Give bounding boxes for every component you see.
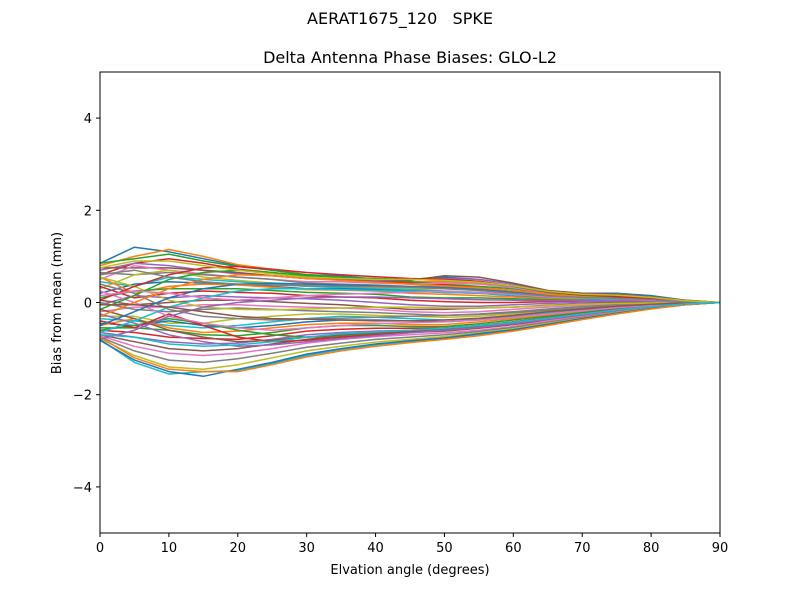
series-line (99, 299, 720, 311)
y-tick-label: 0 (84, 297, 92, 312)
y-tick-label: 2 (84, 204, 92, 219)
x-tick-label: 50 (436, 541, 453, 556)
x-tick-label: 20 (230, 541, 247, 556)
series-line (99, 301, 721, 378)
x-tick-label: 60 (505, 541, 522, 556)
series-line (100, 301, 721, 322)
y-tick-label: −2 (73, 389, 92, 404)
x-tick-label: 40 (367, 541, 384, 556)
x-tick-label: 70 (574, 541, 591, 556)
figure-suptitle: AERAT1675_120 SPKE (307, 9, 493, 28)
series-line (99, 301, 721, 317)
y-tick-label: −4 (73, 481, 92, 496)
x-tick-label: 90 (712, 541, 729, 556)
data-series-group (99, 246, 721, 378)
series-line (100, 267, 721, 304)
series-line (99, 269, 721, 304)
x-tick-label: 0 (96, 541, 104, 556)
series-line (99, 265, 721, 304)
x-tick-label: 10 (161, 541, 178, 556)
y-tick-label: 4 (84, 112, 92, 127)
series-line (100, 301, 721, 337)
y-axis-label: Bias from mean (mm) (50, 232, 65, 374)
chart-title: Delta Antenna Phase Biases: GLO-L2 (263, 48, 557, 67)
series-line (99, 296, 721, 341)
y-axis-ticks: −4 −2 0 2 4 (73, 112, 100, 496)
series-line (99, 260, 721, 304)
series-line (99, 301, 721, 373)
x-axis-label: Elvation angle (degrees) (330, 563, 489, 578)
x-tick-label: 80 (643, 541, 660, 556)
x-axis-ticks: 0 10 20 30 40 50 60 70 80 90 (96, 533, 728, 556)
series-line (99, 301, 721, 348)
series-line (99, 290, 721, 331)
x-tick-label: 30 (298, 541, 315, 556)
series-line (99, 294, 721, 307)
